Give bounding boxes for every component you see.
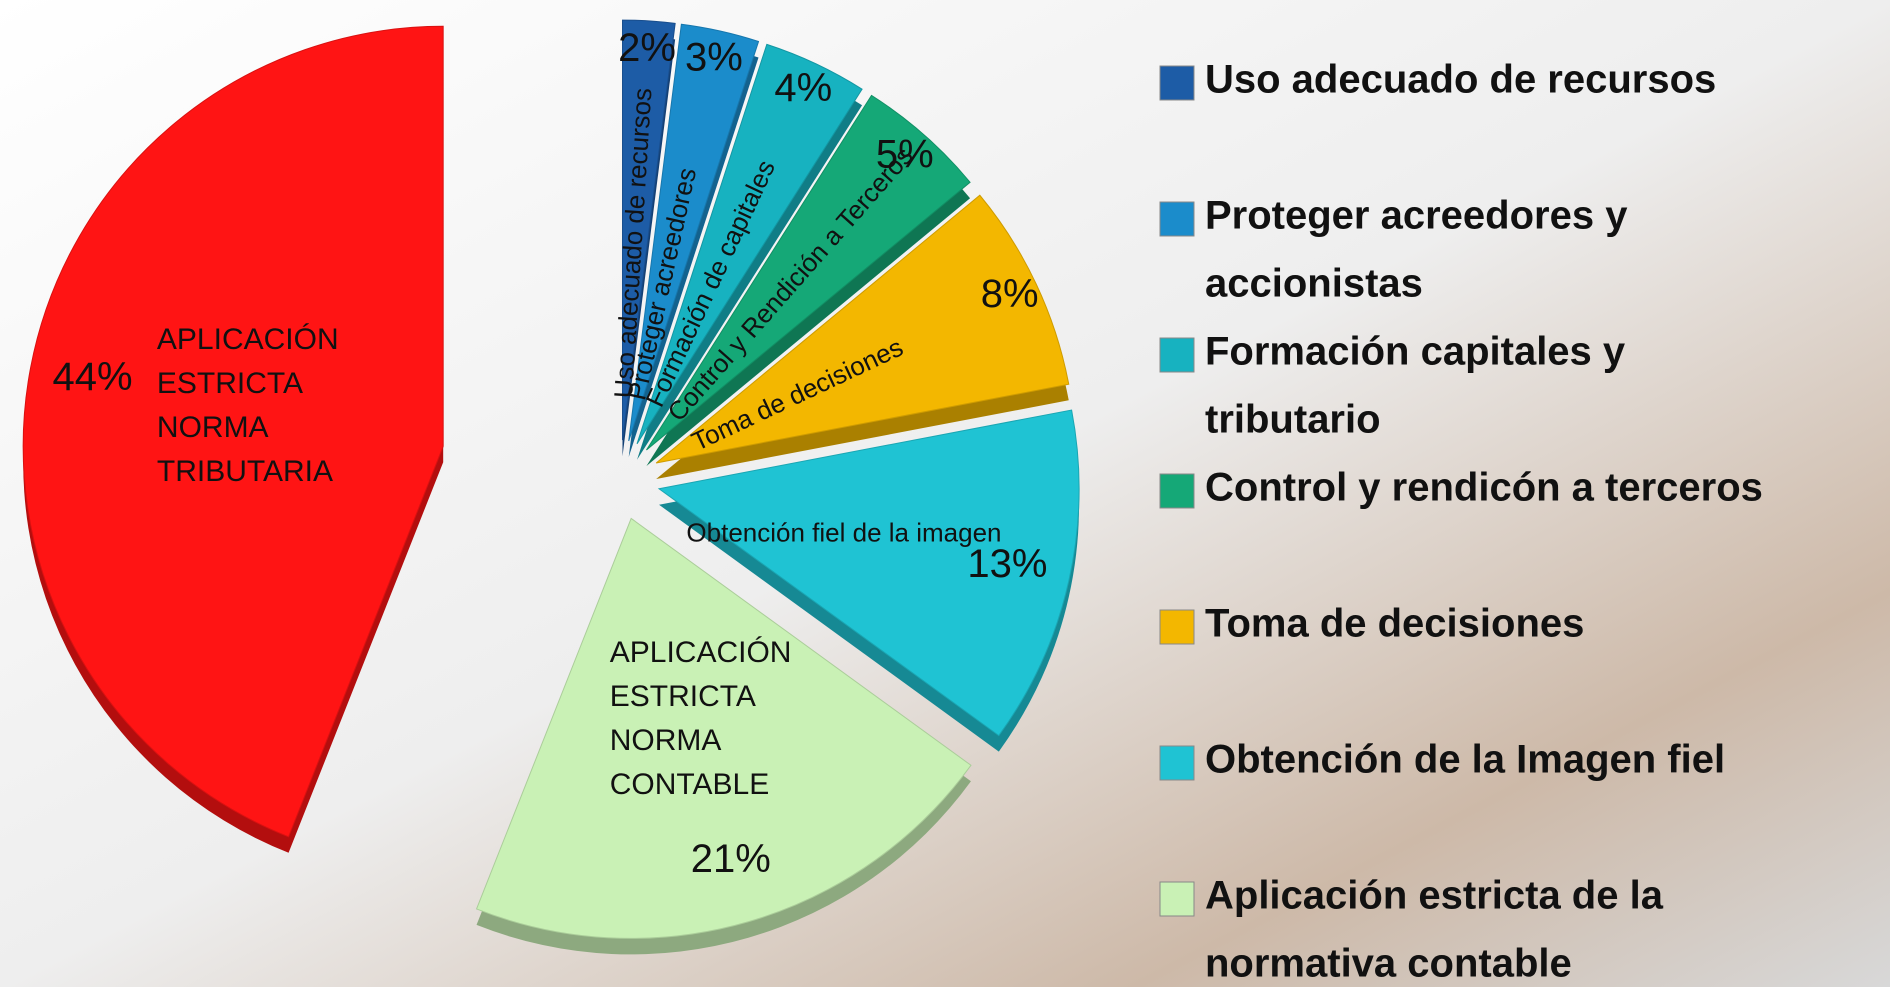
legend-label: Obtención de la Imagen fiel: [1205, 738, 1725, 782]
slice-label: TRIBUTARIA: [157, 455, 333, 488]
value-label: 3%: [685, 35, 743, 79]
legend-label: Aplicación estricta de la: [1205, 874, 1664, 918]
legend-label: Formación capitales y: [1205, 330, 1626, 374]
legend-label: Proteger acreedores y: [1205, 194, 1628, 238]
legend-label: normativa contable: [1205, 942, 1572, 986]
legend-swatch: [1160, 474, 1194, 508]
value-label: 5%: [876, 133, 934, 177]
chart: Uso adecuado de recursos 2% Proteger acree…: [0, 0, 1890, 987]
slice-label: Obtención fiel de la imagen: [686, 517, 1001, 547]
legend-label: accionistas: [1205, 262, 1423, 306]
value-label: 2%: [618, 26, 676, 70]
legend-swatch: [1160, 882, 1194, 916]
slice-label: CONTABLE: [610, 768, 769, 801]
legend-label: Uso adecuado de recursos: [1205, 58, 1716, 102]
legend-label: Toma de decisiones: [1205, 602, 1584, 646]
legend-label: tributario: [1205, 398, 1381, 442]
value-label: 4%: [774, 66, 832, 110]
slice-label: APLICACIÓN: [610, 636, 792, 669]
legend-swatch: [1160, 338, 1194, 372]
value-label: 44%: [52, 355, 132, 399]
value-label: 8%: [981, 272, 1039, 316]
value-label: 13%: [967, 542, 1047, 586]
legend-label: Control y rendicón a terceros: [1205, 466, 1763, 510]
slice-label: APLICACIÓN: [157, 323, 339, 356]
legend-swatch: [1160, 746, 1194, 780]
slice-label: ESTRICTA: [157, 367, 303, 400]
legend-swatch: [1160, 66, 1194, 100]
slice-label: NORMA: [157, 411, 269, 444]
slice-label: ESTRICTA: [610, 680, 756, 713]
slice-label: NORMA: [610, 724, 722, 757]
value-label: 21%: [691, 837, 771, 881]
legend-swatch: [1160, 610, 1194, 644]
legend-swatch: [1160, 202, 1194, 236]
